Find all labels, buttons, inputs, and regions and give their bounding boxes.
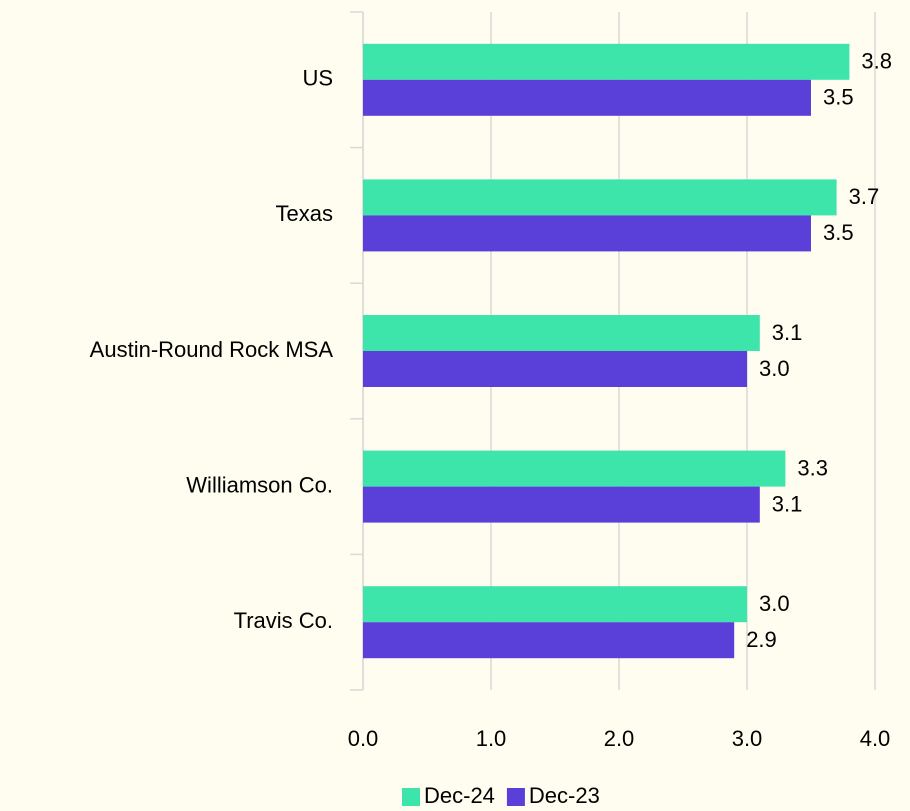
y-tick-label: Williamson Co. xyxy=(186,472,333,497)
data-label: 3.0 xyxy=(759,356,790,381)
y-tick-label: Travis Co. xyxy=(234,608,333,633)
x-tick-label: 1.0 xyxy=(476,726,507,751)
bar xyxy=(363,43,850,80)
data-label: 3.7 xyxy=(849,184,880,209)
y-tick-label: US xyxy=(302,66,333,91)
legend-swatch xyxy=(506,788,525,806)
x-tick-label: 3.0 xyxy=(732,726,763,751)
y-tick-label: Texas xyxy=(276,201,333,226)
bar xyxy=(363,586,747,623)
data-label: 3.0 xyxy=(759,591,790,616)
data-label: 3.1 xyxy=(772,491,803,516)
bar xyxy=(363,315,760,351)
legend-label: Dec-23 xyxy=(529,783,600,808)
data-label: 2.9 xyxy=(746,627,777,652)
data-label: 3.1 xyxy=(772,320,803,345)
bar xyxy=(363,486,760,523)
data-label: 3.5 xyxy=(823,85,854,110)
data-label: 3.5 xyxy=(823,220,854,245)
data-label: 3.8 xyxy=(861,49,892,74)
data-label: 3.3 xyxy=(797,455,828,480)
legend-swatch xyxy=(402,788,420,806)
x-tick-label: 0.0 xyxy=(348,726,379,751)
bar xyxy=(363,215,811,252)
x-tick-label: 2.0 xyxy=(604,726,635,751)
bar xyxy=(363,351,747,387)
bar xyxy=(363,450,786,487)
bar xyxy=(363,179,837,216)
bar xyxy=(363,79,811,116)
y-tick-label: Austin-Round Rock MSA xyxy=(90,337,334,362)
bar xyxy=(363,622,735,659)
x-tick-label: 4.0 xyxy=(860,726,891,751)
legend-label: Dec-24 xyxy=(424,783,495,808)
